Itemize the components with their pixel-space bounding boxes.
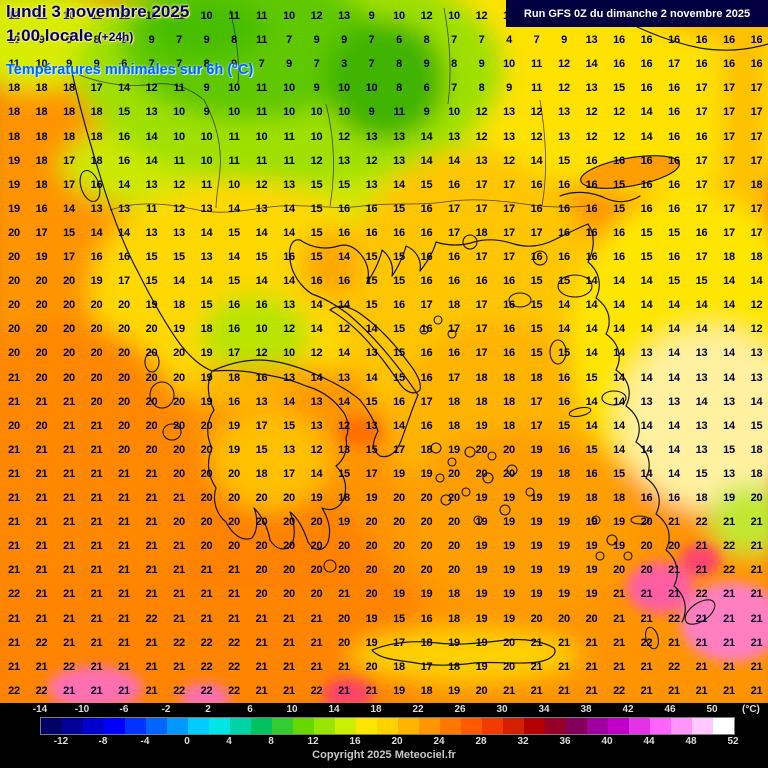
time-label: 1:00 locale (+24h) xyxy=(6,26,133,46)
legend-tick-label: 14 xyxy=(328,704,340,715)
legend-cell xyxy=(692,718,713,734)
legend-cell xyxy=(608,718,629,734)
legend-cell xyxy=(41,718,62,734)
copyright-label: Copyright 2025 Meteociel.fr xyxy=(312,749,456,761)
run-info-banner: Run GFS 0Z du dimanche 2 novembre 2025 xyxy=(506,0,768,27)
legend-cell xyxy=(167,718,188,734)
legend-tick-label: 36 xyxy=(559,736,571,747)
legend-cell xyxy=(377,718,398,734)
map-subtitle: Températures minimales sur 6h (°C) xyxy=(6,62,254,78)
legend-tick-label: 16 xyxy=(349,736,361,747)
legend-cell xyxy=(545,718,566,734)
legend-tick-label: 42 xyxy=(622,704,634,715)
legend-cell xyxy=(230,718,251,734)
legend-tick-label: 2 xyxy=(205,704,211,715)
legend-tick-label: -6 xyxy=(119,704,129,715)
country-borders xyxy=(71,7,587,213)
legend-cell xyxy=(440,718,461,734)
legend-cell xyxy=(62,718,83,734)
date-label: lundi 3 novembre 2025 xyxy=(6,2,190,21)
legend-tick-label: 10 xyxy=(286,704,298,715)
legend-cell xyxy=(104,718,125,734)
legend-tick-label: 34 xyxy=(538,704,550,715)
temperature-field xyxy=(0,0,768,703)
legend-tick-label: 6 xyxy=(247,704,253,715)
legend-tick-label: -10 xyxy=(74,704,90,715)
legend-tick-label: 0 xyxy=(184,736,190,747)
legend-tick-label: 32 xyxy=(517,736,529,747)
legend-tick-label: -4 xyxy=(140,736,150,747)
legend-tick-label: 8 xyxy=(268,736,274,747)
coastlines xyxy=(71,7,768,666)
legend-cell xyxy=(629,718,650,734)
legend-tick-label: 52 xyxy=(727,736,739,747)
legend-tick-label: 4 xyxy=(226,736,232,747)
legend-tick-label: 30 xyxy=(496,704,508,715)
forecast-offset: (+24h) xyxy=(97,30,134,44)
legend-tick-label: -12 xyxy=(53,736,69,747)
legend-cell xyxy=(419,718,440,734)
legend-tick-label: 50 xyxy=(706,704,718,715)
legend-cell xyxy=(398,718,419,734)
map-canvas xyxy=(0,0,768,703)
legend-tick-label: 38 xyxy=(580,704,592,715)
legend-cell xyxy=(713,718,734,734)
legend-cell xyxy=(335,718,356,734)
legend-cell xyxy=(503,718,524,734)
legend-tick-label: 46 xyxy=(664,704,676,715)
legend-tick-label: 26 xyxy=(454,704,466,715)
legend-cell xyxy=(461,718,482,734)
legend-tick-label: 24 xyxy=(433,736,445,747)
unit-label: (°C) xyxy=(742,704,760,715)
legend-cell xyxy=(671,718,692,734)
legend-tick-label: 20 xyxy=(391,736,403,747)
legend-cell xyxy=(146,718,167,734)
legend-tick-label: -8 xyxy=(98,736,108,747)
legend-cell xyxy=(650,718,671,734)
legend-cell xyxy=(566,718,587,734)
legend-cell xyxy=(482,718,503,734)
color-scale-bar xyxy=(40,717,735,735)
legend-cell xyxy=(272,718,293,734)
legend-tick-label: 40 xyxy=(601,736,613,747)
legend-cell xyxy=(125,718,146,734)
legend-cell xyxy=(314,718,335,734)
legend-tick-label: 48 xyxy=(685,736,697,747)
warm-hotspots xyxy=(47,417,768,703)
legend-tick-label: -14 xyxy=(32,704,48,715)
legend-cell xyxy=(293,718,314,734)
legend-tick-label: -2 xyxy=(161,704,171,715)
legend-cell xyxy=(83,718,104,734)
islands xyxy=(79,169,716,650)
legend-tick-label: 28 xyxy=(475,736,487,747)
legend-cell xyxy=(209,718,230,734)
legend-cell xyxy=(356,718,377,734)
legend-tick-label: 22 xyxy=(412,704,424,715)
legend-tick-label: 18 xyxy=(370,704,382,715)
local-time: 1:00 locale xyxy=(6,26,93,45)
color-scale-legend: -14 -10 -6 -2 2 6 10 14 18 22 26 30 34 38 42 46 50 (°C) … xyxy=(0,703,768,768)
map-region[interactable]: 1211101111101110111110121391012101212911… xyxy=(0,0,768,703)
legend-cell xyxy=(251,718,272,734)
legend-tick-label: 12 xyxy=(307,736,319,747)
legend-cell xyxy=(524,718,545,734)
legend-cell xyxy=(188,718,209,734)
legend-cell xyxy=(587,718,608,734)
legend-tick-label: 44 xyxy=(643,736,655,747)
